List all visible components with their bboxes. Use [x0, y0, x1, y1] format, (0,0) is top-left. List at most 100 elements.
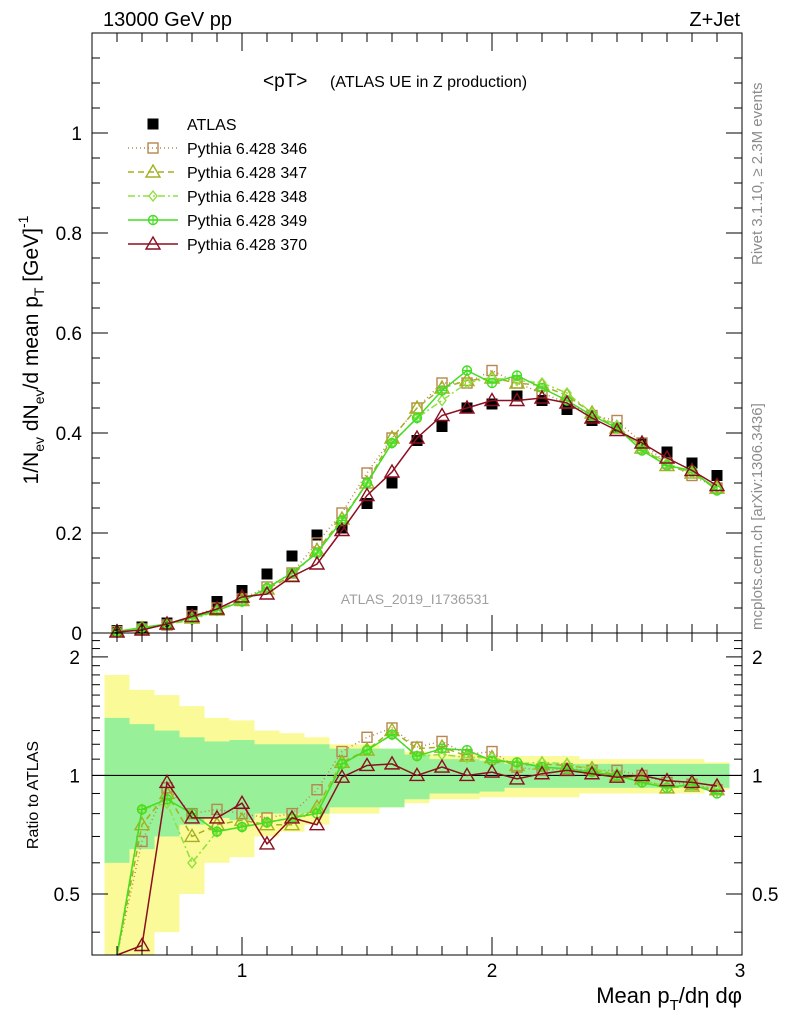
y-tick-label: 0.6 [56, 324, 82, 345]
legend-item: Pythia 6.428 348 [128, 189, 307, 206]
main-plot-content [108, 364, 726, 638]
header-left: 13000 GeV pp [103, 9, 232, 31]
data-point [361, 744, 373, 756]
data-point [433, 758, 451, 773]
header-right: Z+Jet [689, 9, 740, 31]
data-point [361, 731, 373, 743]
data-point [133, 816, 151, 831]
legend-item: Pythia 6.428 349 [128, 213, 307, 230]
legend-label: ATLAS [187, 117, 237, 134]
data-point [333, 522, 351, 537]
main-axes: 0 0.2 0.4 0.6 0.8 1 [56, 33, 742, 645]
legend-label: Pythia 6.428 349 [187, 213, 307, 230]
ratio-y-label: Ratio to ATLAS [25, 741, 42, 849]
data-point [286, 550, 298, 562]
data-point [461, 744, 473, 756]
data-point [558, 762, 576, 777]
data-point [258, 835, 276, 850]
y-tick-label: 1 [71, 124, 82, 145]
data-point [437, 394, 447, 407]
ratio-axes: 0.5 0.5 1 1 2 2 1 2 3 [54, 633, 778, 982]
data-point [386, 437, 398, 449]
ratio-panel: 0.5 0.5 1 1 2 2 1 2 3 Ratio to ATLAS [25, 632, 778, 982]
svg-text:1/Nev dNev/d mean pT [GeV]-1: 1/Nev dNev/d mean pT [GeV]-1 [15, 215, 47, 484]
data-point [183, 608, 201, 623]
data-point [261, 817, 273, 828]
data-point [661, 782, 673, 794]
data-point [408, 767, 426, 782]
data-point [211, 826, 223, 837]
data-point [411, 435, 423, 446]
ratio-y-tick-label: 0.5 [752, 885, 778, 906]
data-point [462, 751, 472, 764]
data-point [436, 421, 448, 432]
main-title: <pT> [263, 71, 307, 92]
data-point [308, 555, 326, 570]
data-point [358, 757, 376, 772]
data-point [311, 529, 323, 541]
data-point [533, 389, 551, 404]
data-point [336, 522, 348, 534]
data-point [683, 462, 701, 477]
data-point [386, 729, 398, 740]
inner-band-segment [104, 717, 130, 863]
data-point [561, 404, 573, 415]
main-subtitle: (ATLAS UE in Z production) [330, 74, 527, 91]
data-point [258, 585, 276, 600]
ratio-y-tick-label: 0.5 [54, 885, 80, 906]
ratio-y-tick-label: 1 [752, 766, 763, 787]
inner-band-segment [279, 744, 305, 814]
x-tick-label: 2 [487, 961, 498, 982]
legend-marker [147, 142, 159, 154]
data-point [511, 370, 523, 381]
data-point [211, 803, 223, 816]
data-point [333, 768, 351, 783]
svg-text:Mean pT/dη dφ: Mean pT/dη dφ [596, 983, 742, 1014]
data-point [136, 804, 148, 815]
data-point [311, 784, 323, 796]
ratio-y-tick-label: 1 [69, 766, 80, 787]
data-point [633, 434, 651, 449]
y-tick-label: 0.2 [56, 524, 82, 545]
data-point [233, 794, 251, 809]
series-line [116, 397, 718, 633]
data-point [462, 376, 472, 390]
y-tick-label: 0 [71, 624, 82, 645]
data-point [536, 395, 548, 406]
data-point [658, 449, 676, 464]
legend-item: ATLAS [147, 117, 237, 134]
data-point [583, 409, 601, 424]
data-point [711, 788, 723, 799]
data-point [158, 774, 176, 789]
legend-item: Pythia 6.428 346 [128, 141, 307, 158]
data-point [511, 757, 523, 768]
data-point [308, 816, 326, 831]
data-point [408, 429, 426, 444]
ratio-y-tick-label: 2 [752, 648, 763, 669]
inner-band-segment [379, 748, 405, 808]
data-point [533, 765, 551, 780]
data-point [233, 588, 251, 603]
data-point [708, 477, 726, 492]
x-tick-label: 3 [735, 961, 746, 982]
data-point [411, 750, 423, 762]
data-point [183, 828, 201, 843]
legend-marker [147, 118, 159, 130]
data-point [486, 398, 498, 410]
data-point [608, 422, 626, 437]
inner-band-segment [254, 744, 280, 814]
ratio-plot-content [92, 674, 742, 956]
y-tick-label: 0.4 [56, 424, 83, 445]
data-point [383, 463, 401, 478]
legend-item: Pythia 6.428 347 [128, 163, 307, 182]
analysis-watermark: ATLAS_2019_I1736531 [341, 591, 490, 607]
series-line [116, 763, 718, 956]
data-point [383, 755, 401, 770]
data-point [511, 390, 523, 402]
data-point [483, 392, 501, 407]
main-panel: 0 0.2 0.4 0.6 0.8 1 <pT> (ATLAS UE in Z produ… [15, 32, 743, 645]
data-point [436, 385, 448, 396]
inner-band-segment [129, 724, 155, 850]
legend-label: Pythia 6.428 347 [187, 165, 307, 182]
data-point [433, 407, 451, 422]
